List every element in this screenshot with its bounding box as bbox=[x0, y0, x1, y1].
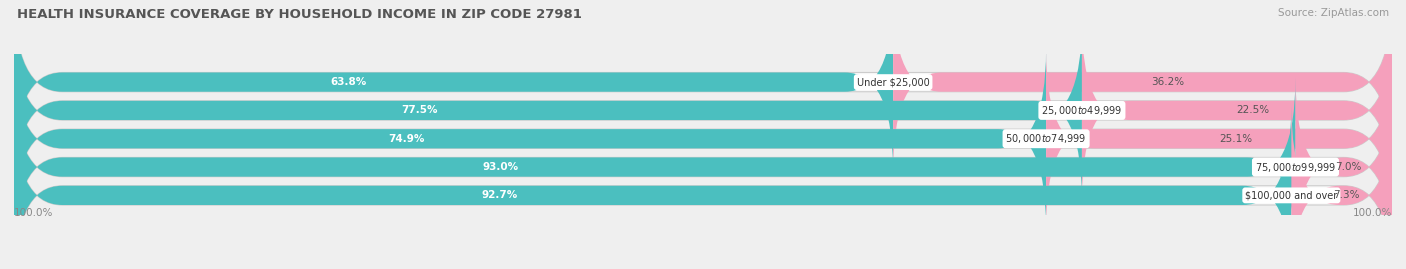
Text: HEALTH INSURANCE COVERAGE BY HOUSEHOLD INCOME IN ZIP CODE 27981: HEALTH INSURANCE COVERAGE BY HOUSEHOLD I… bbox=[17, 8, 582, 21]
Text: 74.9%: 74.9% bbox=[388, 134, 425, 144]
Text: 25.1%: 25.1% bbox=[1220, 134, 1253, 144]
Text: 93.0%: 93.0% bbox=[482, 162, 519, 172]
Text: 36.2%: 36.2% bbox=[1152, 77, 1184, 87]
FancyBboxPatch shape bbox=[1083, 21, 1392, 200]
Text: Under $25,000: Under $25,000 bbox=[856, 77, 929, 87]
Text: Source: ZipAtlas.com: Source: ZipAtlas.com bbox=[1278, 8, 1389, 18]
FancyBboxPatch shape bbox=[14, 0, 1392, 172]
FancyBboxPatch shape bbox=[14, 0, 893, 172]
Text: $75,000 to $99,999: $75,000 to $99,999 bbox=[1256, 161, 1336, 174]
FancyBboxPatch shape bbox=[14, 49, 1392, 228]
Text: 92.7%: 92.7% bbox=[481, 190, 517, 200]
Text: $100,000 and over: $100,000 and over bbox=[1246, 190, 1337, 200]
FancyBboxPatch shape bbox=[14, 21, 1083, 200]
FancyBboxPatch shape bbox=[14, 77, 1392, 257]
Text: 100.0%: 100.0% bbox=[1353, 208, 1392, 218]
FancyBboxPatch shape bbox=[1046, 49, 1392, 228]
FancyBboxPatch shape bbox=[893, 0, 1392, 172]
FancyBboxPatch shape bbox=[14, 106, 1392, 269]
FancyBboxPatch shape bbox=[14, 49, 1046, 228]
Text: $25,000 to $49,999: $25,000 to $49,999 bbox=[1042, 104, 1122, 117]
FancyBboxPatch shape bbox=[14, 77, 1295, 257]
Text: 77.5%: 77.5% bbox=[402, 105, 439, 115]
Text: 63.8%: 63.8% bbox=[330, 77, 366, 87]
FancyBboxPatch shape bbox=[1295, 77, 1392, 257]
FancyBboxPatch shape bbox=[14, 21, 1392, 200]
FancyBboxPatch shape bbox=[1291, 106, 1392, 269]
Text: 7.0%: 7.0% bbox=[1336, 162, 1362, 172]
Text: 100.0%: 100.0% bbox=[14, 208, 53, 218]
Text: $50,000 to $74,999: $50,000 to $74,999 bbox=[1005, 132, 1087, 145]
Text: 22.5%: 22.5% bbox=[1236, 105, 1270, 115]
Text: 7.3%: 7.3% bbox=[1333, 190, 1360, 200]
FancyBboxPatch shape bbox=[14, 106, 1291, 269]
